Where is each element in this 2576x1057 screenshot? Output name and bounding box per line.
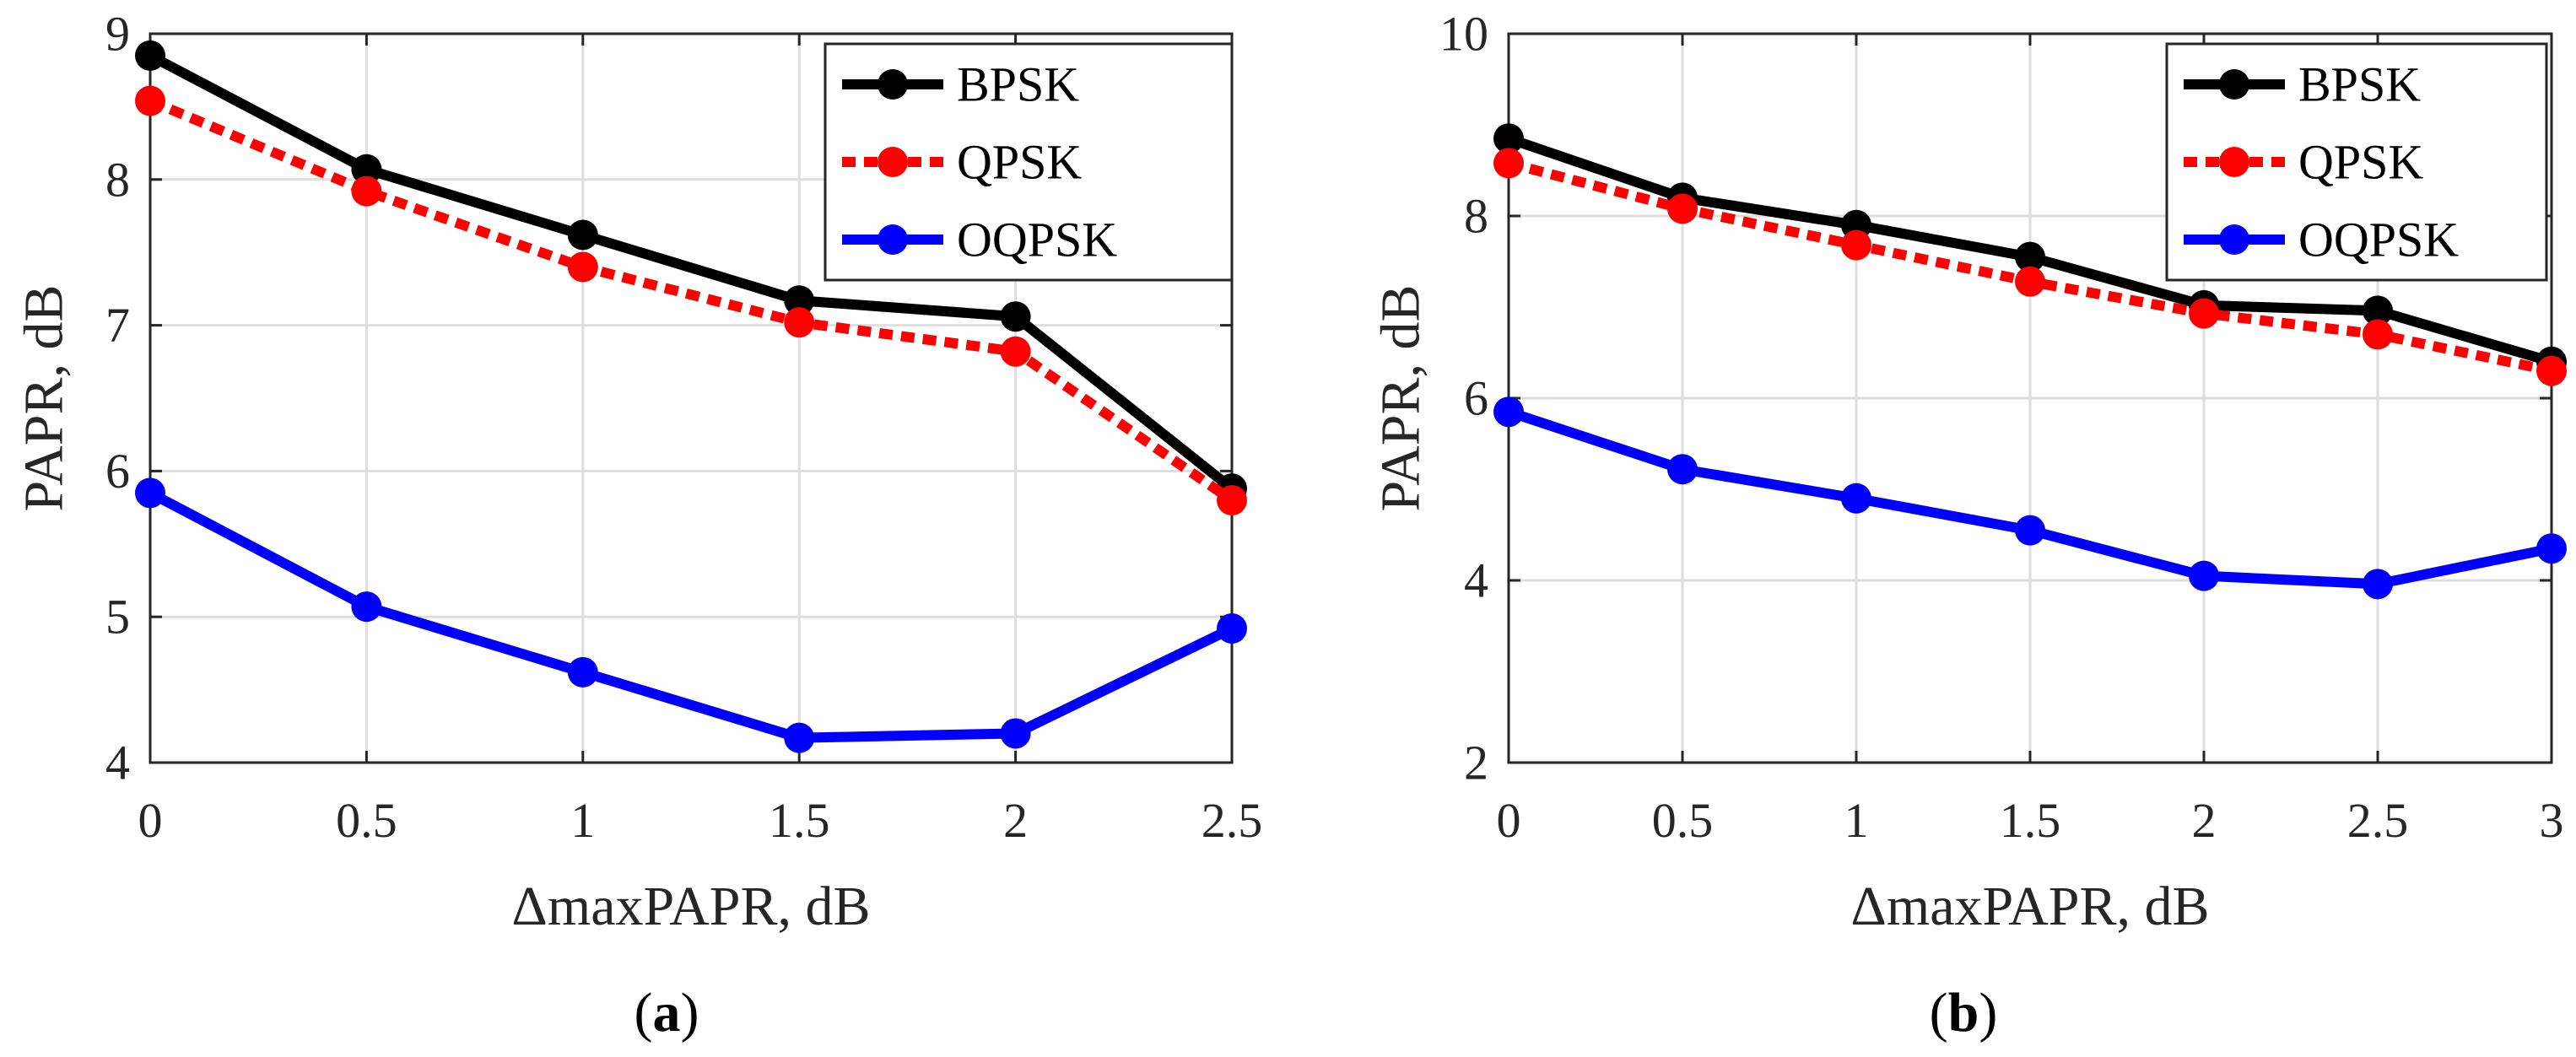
x-tick-label-a-0: 0 <box>138 793 163 848</box>
data-point-a-bpsk-1 <box>351 154 382 185</box>
data-point-b-qpsk-4 <box>2189 298 2219 329</box>
y-axis-label-b: PAPR, dB <box>1370 284 1432 511</box>
y-tick-label-a-1: 5 <box>105 590 130 644</box>
axes-box-a <box>149 32 1234 764</box>
data-point-a-oqpsk-2 <box>567 656 598 688</box>
y-tick-label-b-0: 2 <box>1464 736 1488 790</box>
data-point-a-oqpsk-0 <box>135 477 165 509</box>
data-point-b-oqpsk-1 <box>1667 454 1698 485</box>
x-tick-label-b-3: 1.5 <box>2000 793 2061 848</box>
x-tick-label-b-6: 3 <box>2540 793 2564 848</box>
legend-label-a-oqpsk: OQPSK <box>957 213 1117 267</box>
y-tick-label-a-0: 4 <box>105 736 130 790</box>
y-tick-label-a-2: 6 <box>105 444 130 499</box>
data-point-b-oqpsk-3 <box>2015 515 2045 546</box>
data-point-a-qpsk-4 <box>1000 336 1031 367</box>
data-point-b-bpsk-3 <box>2015 241 2045 272</box>
y-tick-label-b-3: 8 <box>1464 189 1488 244</box>
x-tick-label-b-2: 1 <box>1844 793 1869 848</box>
data-point-a-qpsk-2 <box>567 251 598 283</box>
y-tick-label-b-4: 10 <box>1439 7 1488 62</box>
legend-label-a-bpsk: BPSK <box>957 57 1079 112</box>
series-line-a-qpsk <box>148 95 1235 504</box>
y-tick-label-a-5: 9 <box>105 7 130 62</box>
legend-marker-a-oqpsk <box>878 224 908 255</box>
x-tick-label-a-2: 1 <box>570 793 595 848</box>
y-tick-label-b-2: 6 <box>1464 371 1488 426</box>
legend-label-b-bpsk: BPSK <box>2298 57 2421 112</box>
y-axis-label-a: PAPR, dB <box>14 284 75 511</box>
x-tick-label-b-0: 0 <box>1497 793 1521 848</box>
data-point-b-qpsk-6 <box>2536 355 2567 386</box>
legend-label-a-qpsk: QPSK <box>957 135 1082 190</box>
legend-marker-b-oqpsk <box>2219 224 2249 255</box>
data-point-b-bpsk-5 <box>2363 295 2393 326</box>
chart-panel-a: 0 0.5 1 1.5 2 2.5 4 5 6 7 8 9 ΔmaxPAPR, dB PAPR, dB BP… <box>14 7 1263 938</box>
data-point-b-bpsk-0 <box>1493 123 1524 154</box>
data-point-a-bpsk-2 <box>567 219 598 251</box>
y-tick-label-a-4: 8 <box>105 152 130 207</box>
data-point-b-qpsk-2 <box>1841 229 1871 261</box>
x-tick-label-b-5: 2.5 <box>2347 793 2409 848</box>
data-point-b-qpsk-0 <box>1493 148 1524 179</box>
x-tick-label-a-1: 0.5 <box>336 793 397 848</box>
panel-label-a: (a) <box>635 982 699 1044</box>
x-tick-label-a-4: 2 <box>1003 793 1028 848</box>
data-point-a-bpsk-3 <box>784 285 815 316</box>
y-tick-label-b-1: 4 <box>1464 553 1488 608</box>
data-point-a-qpsk-0 <box>135 85 165 116</box>
data-point-a-bpsk-0 <box>135 40 165 71</box>
data-point-b-oqpsk-0 <box>1493 396 1524 428</box>
data-point-a-qpsk-5 <box>1217 484 1247 515</box>
legend-marker-a-qpsk <box>878 147 908 177</box>
data-point-b-oqpsk-6 <box>2536 533 2567 564</box>
series-line-a-oqpsk <box>148 488 1234 743</box>
data-point-a-bpsk-4 <box>1000 301 1031 332</box>
legend-marker-a-bpsk <box>878 69 908 100</box>
data-point-a-oqpsk-3 <box>784 722 815 753</box>
data-point-b-oqpsk-5 <box>2363 569 2393 600</box>
data-point-b-oqpsk-2 <box>1841 483 1871 514</box>
data-point-b-qpsk-5 <box>2363 319 2393 350</box>
y-tick-label-a-3: 7 <box>105 298 130 353</box>
data-point-a-oqpsk-5 <box>1217 613 1247 644</box>
chart-panel-b: 0 0.5 1 1.5 2 2.5 3 2 4 6 8 10 ΔmaxPAPR, dB PAPR, dB B… <box>1370 7 2567 937</box>
data-point-a-oqpsk-1 <box>351 591 382 623</box>
data-point-b-qpsk-3 <box>2015 266 2045 297</box>
x-tick-label-b-4: 2 <box>2192 793 2217 848</box>
panel-label-b: (b) <box>1930 982 1998 1044</box>
data-point-b-qpsk-1 <box>1667 193 1698 224</box>
data-point-b-oqpsk-4 <box>2189 560 2219 591</box>
x-tick-label-b-1: 0.5 <box>1652 793 1714 848</box>
legend-marker-b-qpsk <box>2219 147 2249 177</box>
legend-label-b-oqpsk: OQPSK <box>2298 213 2459 267</box>
data-point-a-qpsk-3 <box>784 307 815 338</box>
x-tick-label-a-3: 1.5 <box>769 793 830 848</box>
data-point-a-qpsk-1 <box>351 175 382 207</box>
x-axis-label-b: ΔmaxPAPR, dB <box>1850 876 2209 937</box>
x-tick-label-a-5: 2.5 <box>1202 793 1263 848</box>
x-axis-label-a: ΔmaxPAPR, dB <box>511 876 870 937</box>
series-line-a-bpsk <box>148 51 1235 493</box>
legend-label-b-qpsk: QPSK <box>2298 135 2423 190</box>
legend-marker-b-bpsk <box>2219 69 2249 100</box>
data-point-a-oqpsk-4 <box>1000 718 1031 749</box>
